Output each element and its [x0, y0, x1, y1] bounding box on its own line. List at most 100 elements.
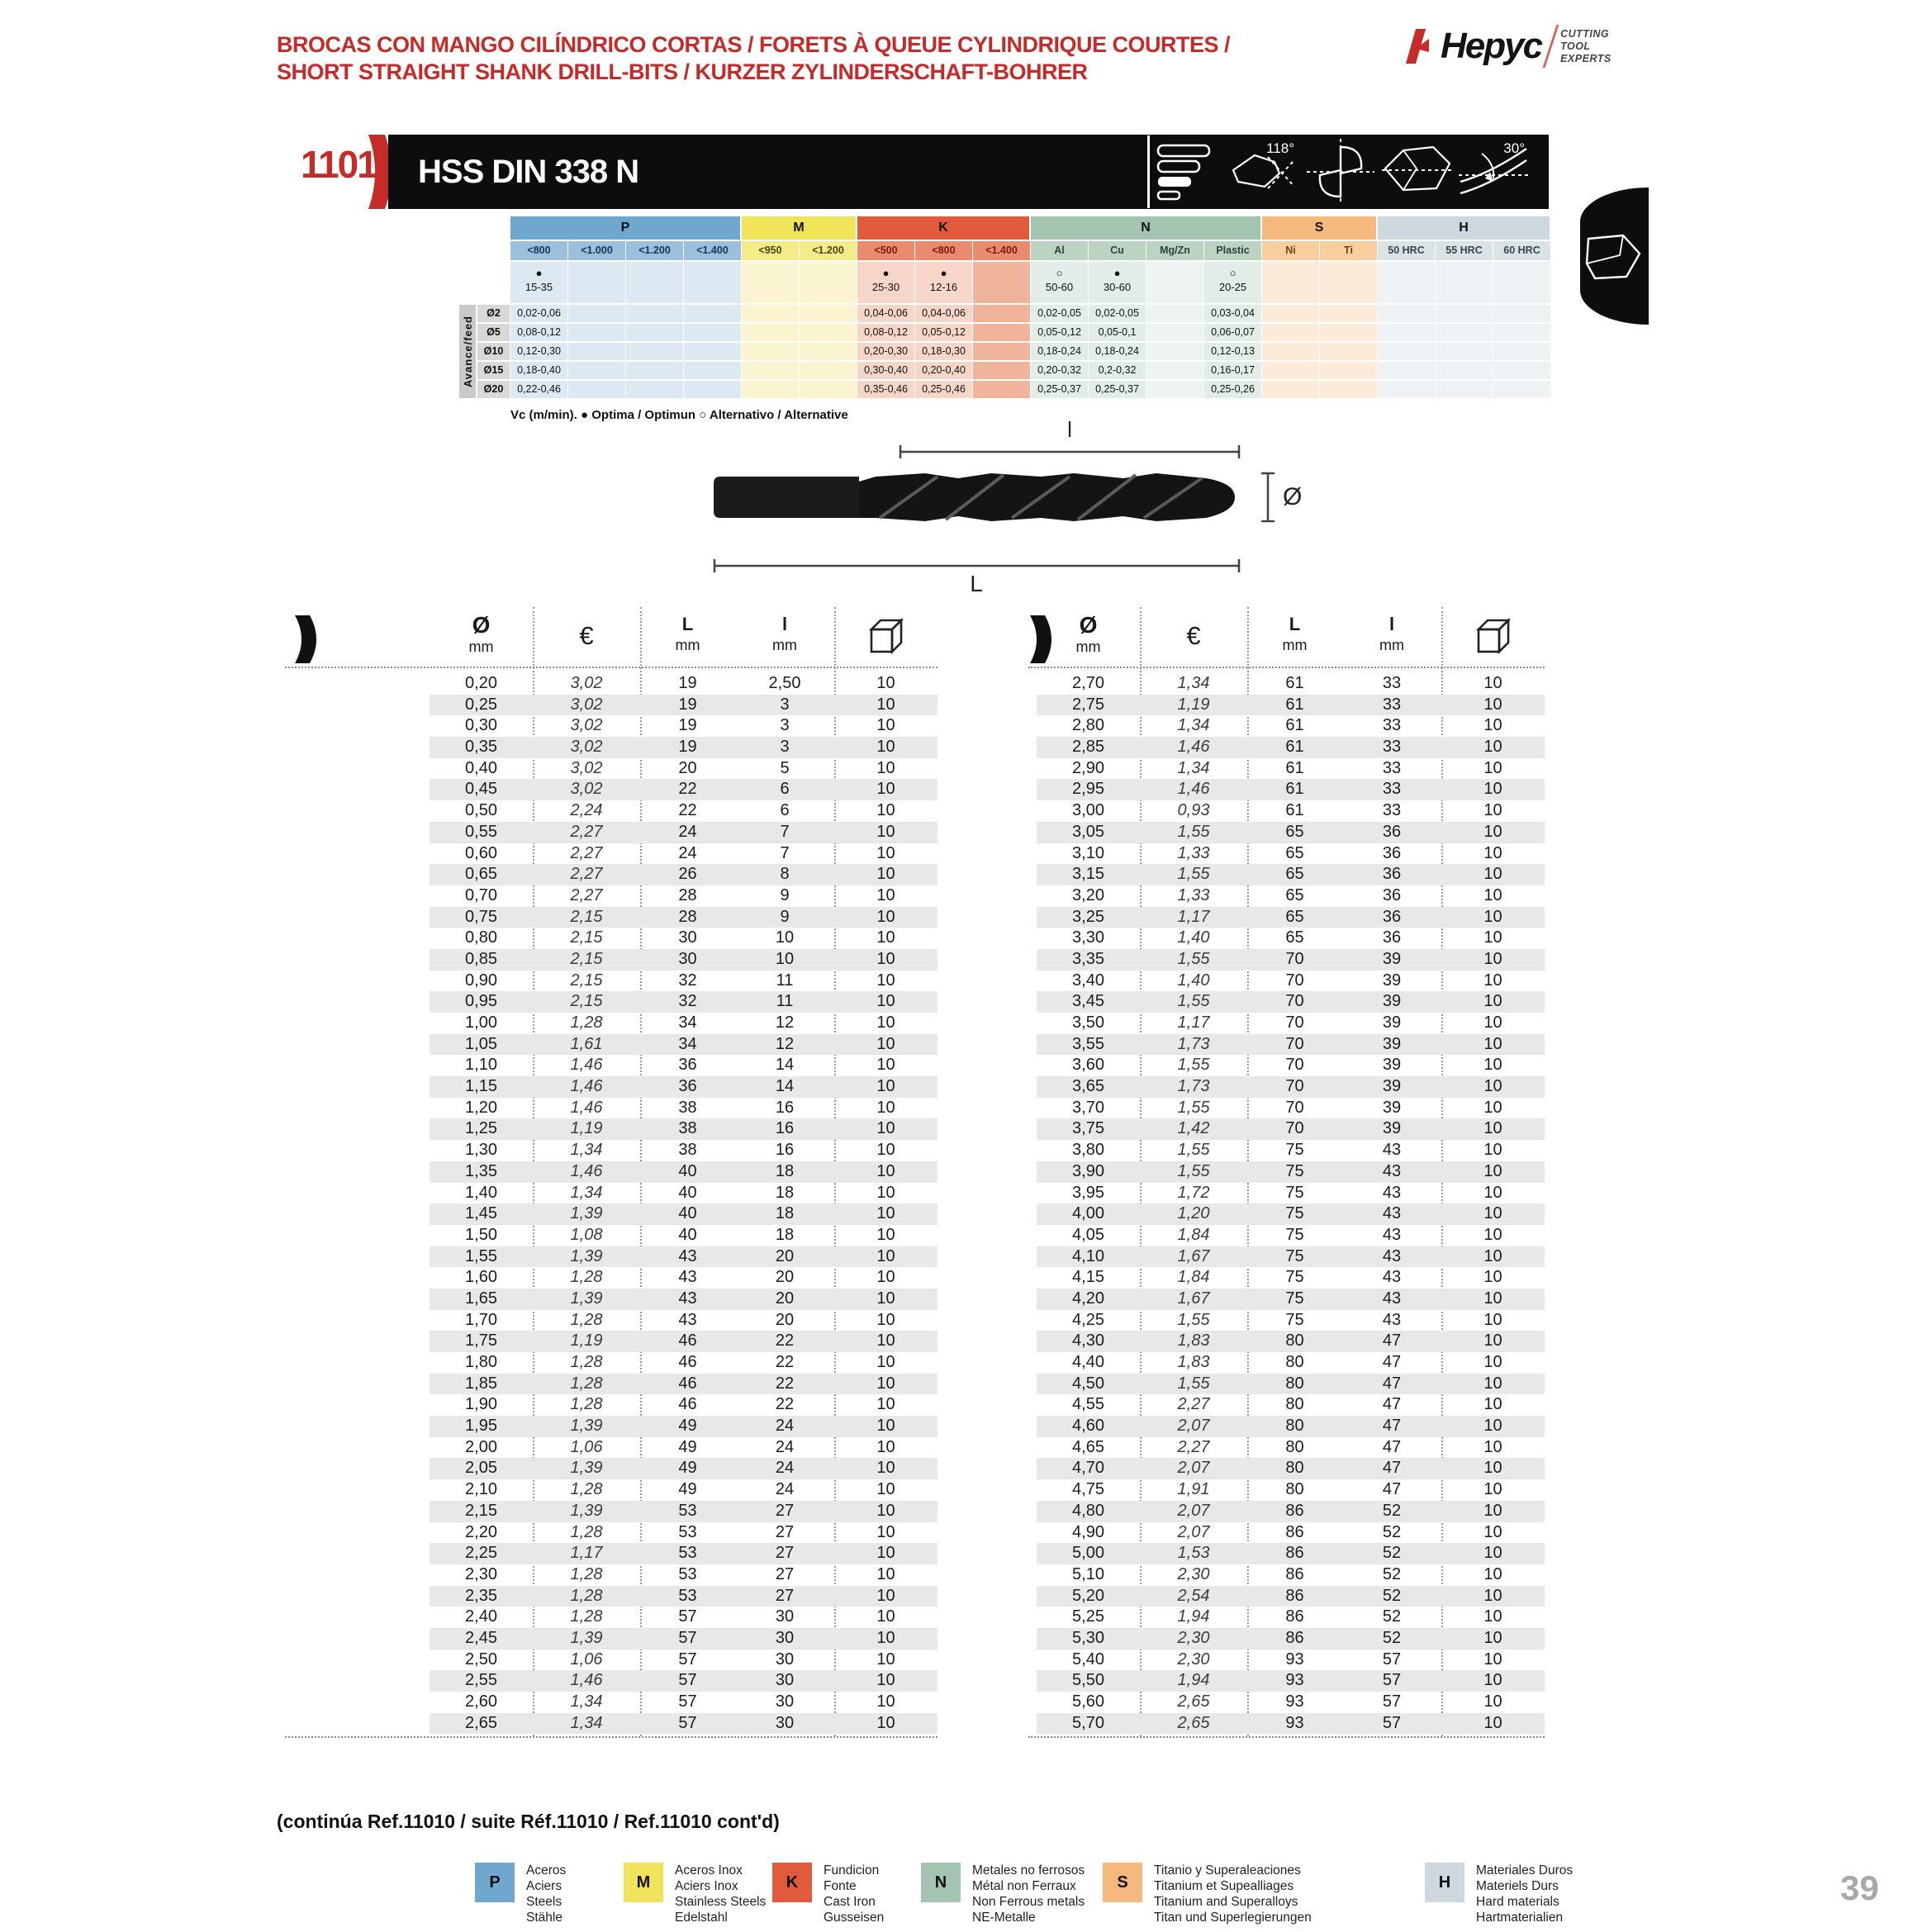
optimal-marker: ●: [882, 267, 890, 279]
pack-qty-value: 10: [1483, 1607, 1502, 1626]
total-length-value: 34: [678, 1034, 697, 1053]
subcolumn-header: <1.400: [973, 241, 1031, 260]
diameter-value: 3,00: [1072, 801, 1104, 820]
total-length-value: 80: [1285, 1332, 1304, 1351]
table-row: 1,75 1,19 46 22 10: [430, 1331, 938, 1352]
feed-cell: [800, 343, 857, 362]
flute-length-value: 52: [1382, 1522, 1402, 1541]
table-row: 3,20 1,33 65 36 10: [1037, 885, 1545, 907]
table-row: 3,25 1,17 65 36 10: [1037, 906, 1545, 928]
table-row: 4,00 1,20 75 43 10: [1037, 1203, 1545, 1225]
table-row: 0,75 2,15 28 9 10: [430, 906, 938, 928]
legend-swatch-M: M: [624, 1863, 663, 1902]
cutting-speed-cell: ● 30-60: [1089, 262, 1146, 303]
total-length-value: 57: [678, 1692, 697, 1711]
flute-length-value: 18: [775, 1161, 795, 1180]
total-length-value: 80: [1285, 1437, 1304, 1456]
feed-cell: [1378, 324, 1436, 343]
total-length-value: 46: [678, 1332, 697, 1351]
price-value: 1,34: [570, 1141, 603, 1160]
pack-qty-value: 10: [1483, 1246, 1502, 1265]
total-length-value: 86: [1285, 1607, 1304, 1626]
subcolumn-header: <1.200: [800, 241, 857, 260]
flute-length-value: 52: [1382, 1586, 1402, 1605]
total-length-value: 70: [1285, 1119, 1304, 1138]
flute-length-value: 57: [1382, 1650, 1402, 1669]
feed-cell: 0,02-0,05: [1089, 305, 1146, 324]
table-row: 2,45 1,39 57 30 10: [430, 1627, 938, 1650]
table-row: 0,30 3,02 19 3 10: [430, 715, 938, 737]
subcolumn-header: <500: [857, 241, 915, 260]
legend-item-N: N Metales no ferrosos Métal non Ferraux No…: [921, 1863, 1085, 1925]
total-length-value: 75: [1285, 1183, 1304, 1202]
table-row: 0,35 3,02 19 3 10: [430, 737, 938, 758]
pack-qty-value: 10: [1483, 992, 1502, 1011]
flute-length-value: 47: [1382, 1417, 1402, 1436]
feed-cell: [1146, 362, 1204, 381]
diameter-value: 1,40: [465, 1183, 497, 1202]
table-row: 5,40 2,30 93 57 10: [1037, 1650, 1545, 1671]
flute-length-value: 14: [775, 1077, 795, 1096]
feed-cell: 0,08-0,12: [510, 324, 568, 343]
pack-qty-value: 10: [1483, 1225, 1502, 1244]
table-row: 3,65 1,73 70 39 10: [1037, 1076, 1545, 1098]
legend-swatch-K: K: [772, 1863, 812, 1902]
feed-cell: [626, 324, 684, 343]
feed-cell: [1378, 305, 1436, 324]
price-value: 1,39: [570, 1628, 603, 1647]
total-length-value: 49: [678, 1480, 697, 1499]
flute-length-value: 22: [775, 1332, 795, 1351]
feed-cell: [568, 381, 626, 400]
price-value: 1,39: [570, 1501, 603, 1520]
feed-cell: [626, 362, 684, 381]
total-length-value: 57: [678, 1628, 697, 1647]
pack-qty-value: 10: [876, 971, 895, 990]
feed-cell: 0,02-0,06: [510, 305, 568, 324]
price-value: 2,07: [1177, 1522, 1210, 1541]
total-length-value: 70: [1285, 1077, 1304, 1096]
table-row: 1,85 1,28 46 22 10: [430, 1373, 938, 1395]
price-value: 1,42: [1177, 1119, 1210, 1138]
flute-length-value: 47: [1382, 1374, 1402, 1393]
pack-qty-value: 10: [1483, 1692, 1502, 1711]
price-value: 2,27: [570, 843, 603, 862]
total-dim-label: L: [970, 571, 983, 595]
total-length-value: 70: [1285, 949, 1304, 968]
diameter-value: 2,30: [465, 1564, 497, 1583]
flute-length-value: 36: [1382, 885, 1402, 904]
pack-qty-value: 10: [876, 1607, 895, 1626]
price-value: 1,83: [1177, 1332, 1210, 1351]
price-value: 1,28: [570, 1353, 603, 1371]
pack-qty-value: 10: [876, 780, 895, 799]
total-length-value: 19: [678, 738, 697, 757]
pack-qty-value: 10: [1483, 1395, 1502, 1414]
diameter-value: 5,30: [1072, 1628, 1104, 1647]
diameter-value: 3,10: [1072, 843, 1104, 862]
flute-length-value: 33: [1382, 738, 1402, 757]
price-value: 1,72: [1177, 1183, 1210, 1202]
table-row: 2,70 1,34 61 33 10: [1037, 673, 1545, 695]
table-row: 1,05 1,61 34 12 10: [430, 1033, 938, 1056]
flute-length-value: 39: [1382, 949, 1402, 968]
table-row: 4,50 1,55 80 47 10: [1037, 1373, 1545, 1395]
price-value: 1,08: [570, 1225, 603, 1244]
subcolumn-header: 50 HRC: [1378, 241, 1436, 260]
feed-cell: [1320, 381, 1378, 400]
flute-length-value: 33: [1382, 674, 1402, 692]
optimal-marker: ●: [1113, 267, 1121, 279]
table-row: 1,80 1,28 46 22 10: [430, 1352, 938, 1374]
price-value: 1,34: [570, 1183, 603, 1202]
price-value: 1,28: [570, 1564, 603, 1583]
total-length-value: 53: [678, 1544, 697, 1563]
flute-length-value: 36: [1382, 907, 1402, 926]
feed-cell: [742, 362, 800, 381]
diameter-value: 2,40: [465, 1607, 497, 1626]
price-value: 1,55: [1177, 865, 1210, 884]
table-row: 5,25 1,94 86 52 10: [1037, 1607, 1545, 1628]
flute-length-value: 24: [775, 1480, 795, 1499]
price-value: 1,39: [570, 1204, 603, 1223]
diameter-value: 3,15: [1072, 865, 1104, 884]
total-length-value: 61: [1285, 695, 1304, 714]
table-row: 4,05 1,84 75 43 10: [1037, 1225, 1545, 1246]
total-length-value: 57: [678, 1650, 697, 1669]
